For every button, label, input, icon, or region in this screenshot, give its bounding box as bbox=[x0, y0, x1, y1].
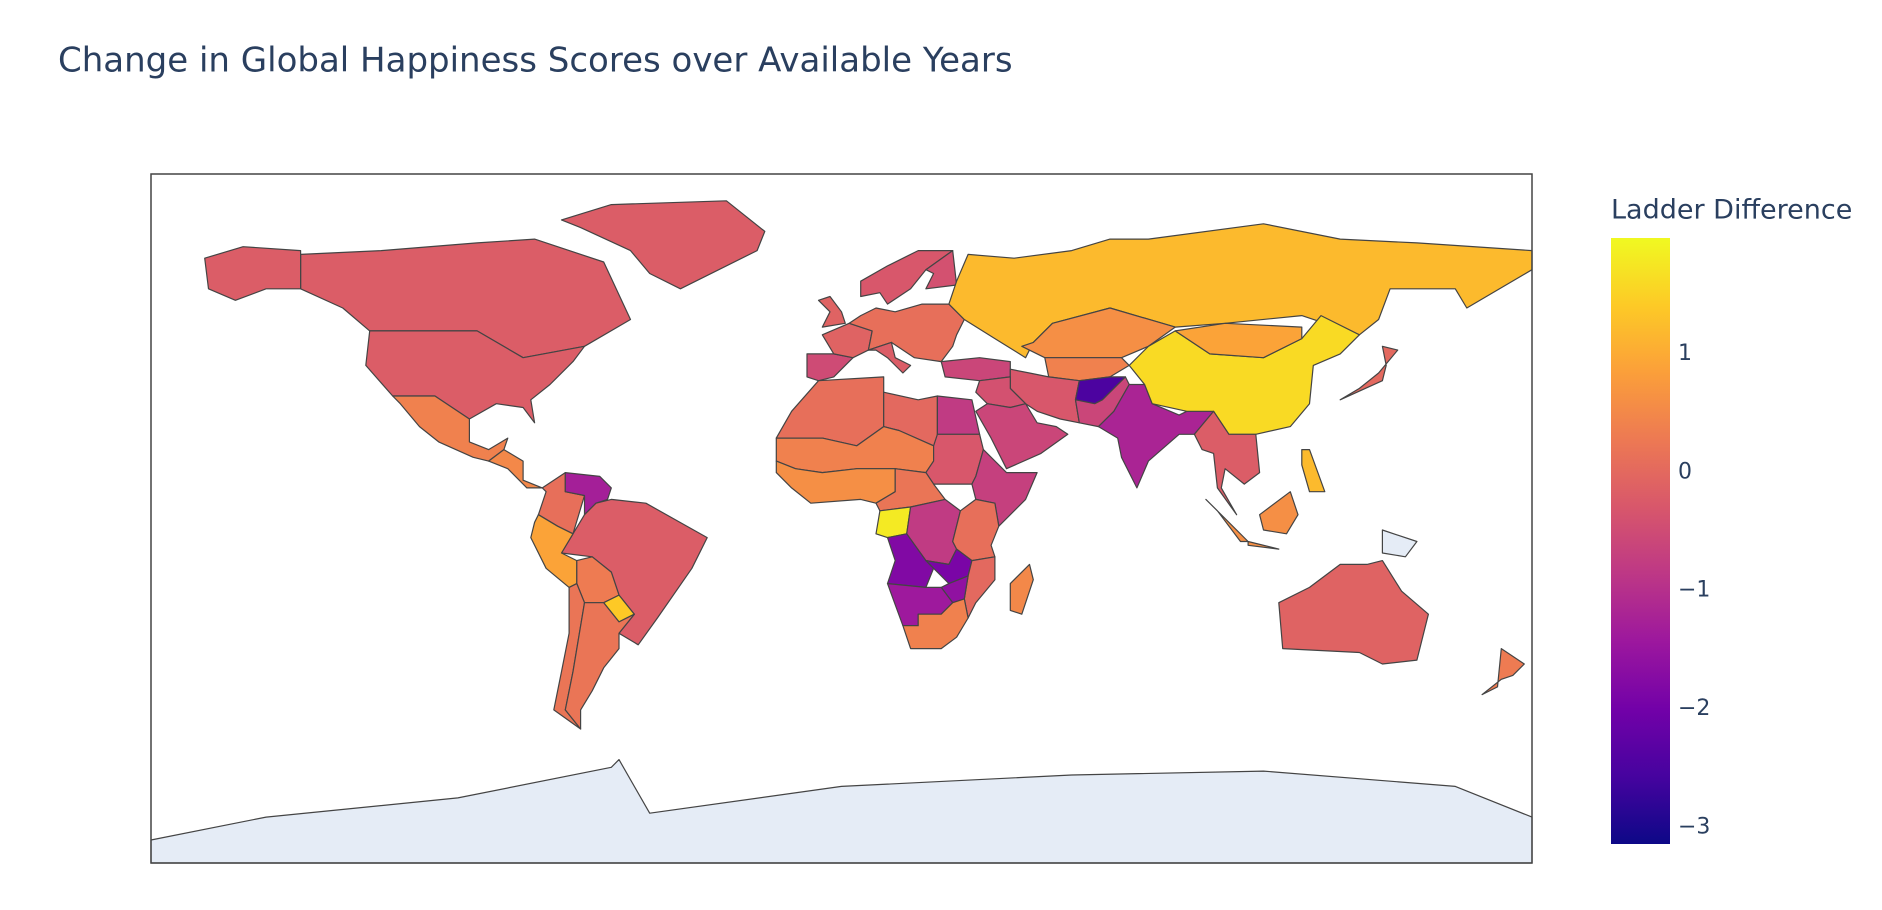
country bbox=[488, 449, 543, 489]
colorbar-tick-label: 1 bbox=[1678, 341, 1692, 366]
colorbar bbox=[1611, 238, 1670, 844]
country bbox=[940, 357, 1011, 382]
country bbox=[1021, 307, 1176, 359]
map bbox=[150, 200, 1533, 864]
country bbox=[560, 200, 766, 290]
country bbox=[564, 602, 635, 730]
no-data-land bbox=[150, 759, 1533, 864]
country bbox=[925, 433, 984, 485]
country bbox=[1339, 345, 1399, 401]
colorbar-tick-label: −3 bbox=[1678, 814, 1710, 839]
chart-title: Change in Global Happiness Scores over A… bbox=[58, 41, 1013, 81]
country bbox=[1205, 491, 1299, 550]
country bbox=[925, 250, 958, 290]
country bbox=[975, 403, 1069, 470]
no-data-land bbox=[1381, 529, 1418, 558]
map-frame bbox=[150, 173, 1533, 864]
country bbox=[1481, 648, 1525, 696]
colorbar-tick-label: 0 bbox=[1678, 459, 1692, 484]
country bbox=[902, 598, 969, 650]
country bbox=[867, 341, 912, 374]
colorbar-tick-label: −2 bbox=[1678, 696, 1710, 721]
country bbox=[1009, 563, 1034, 615]
country bbox=[886, 533, 935, 588]
country bbox=[817, 295, 846, 328]
colorbar-tick-label: −1 bbox=[1678, 578, 1710, 603]
country bbox=[1193, 410, 1261, 516]
country bbox=[952, 498, 1000, 562]
country bbox=[875, 506, 912, 539]
country bbox=[1174, 322, 1303, 359]
country bbox=[1301, 449, 1326, 493]
country bbox=[1278, 560, 1429, 665]
colorbar-title: Ladder Difference bbox=[1611, 195, 1852, 226]
